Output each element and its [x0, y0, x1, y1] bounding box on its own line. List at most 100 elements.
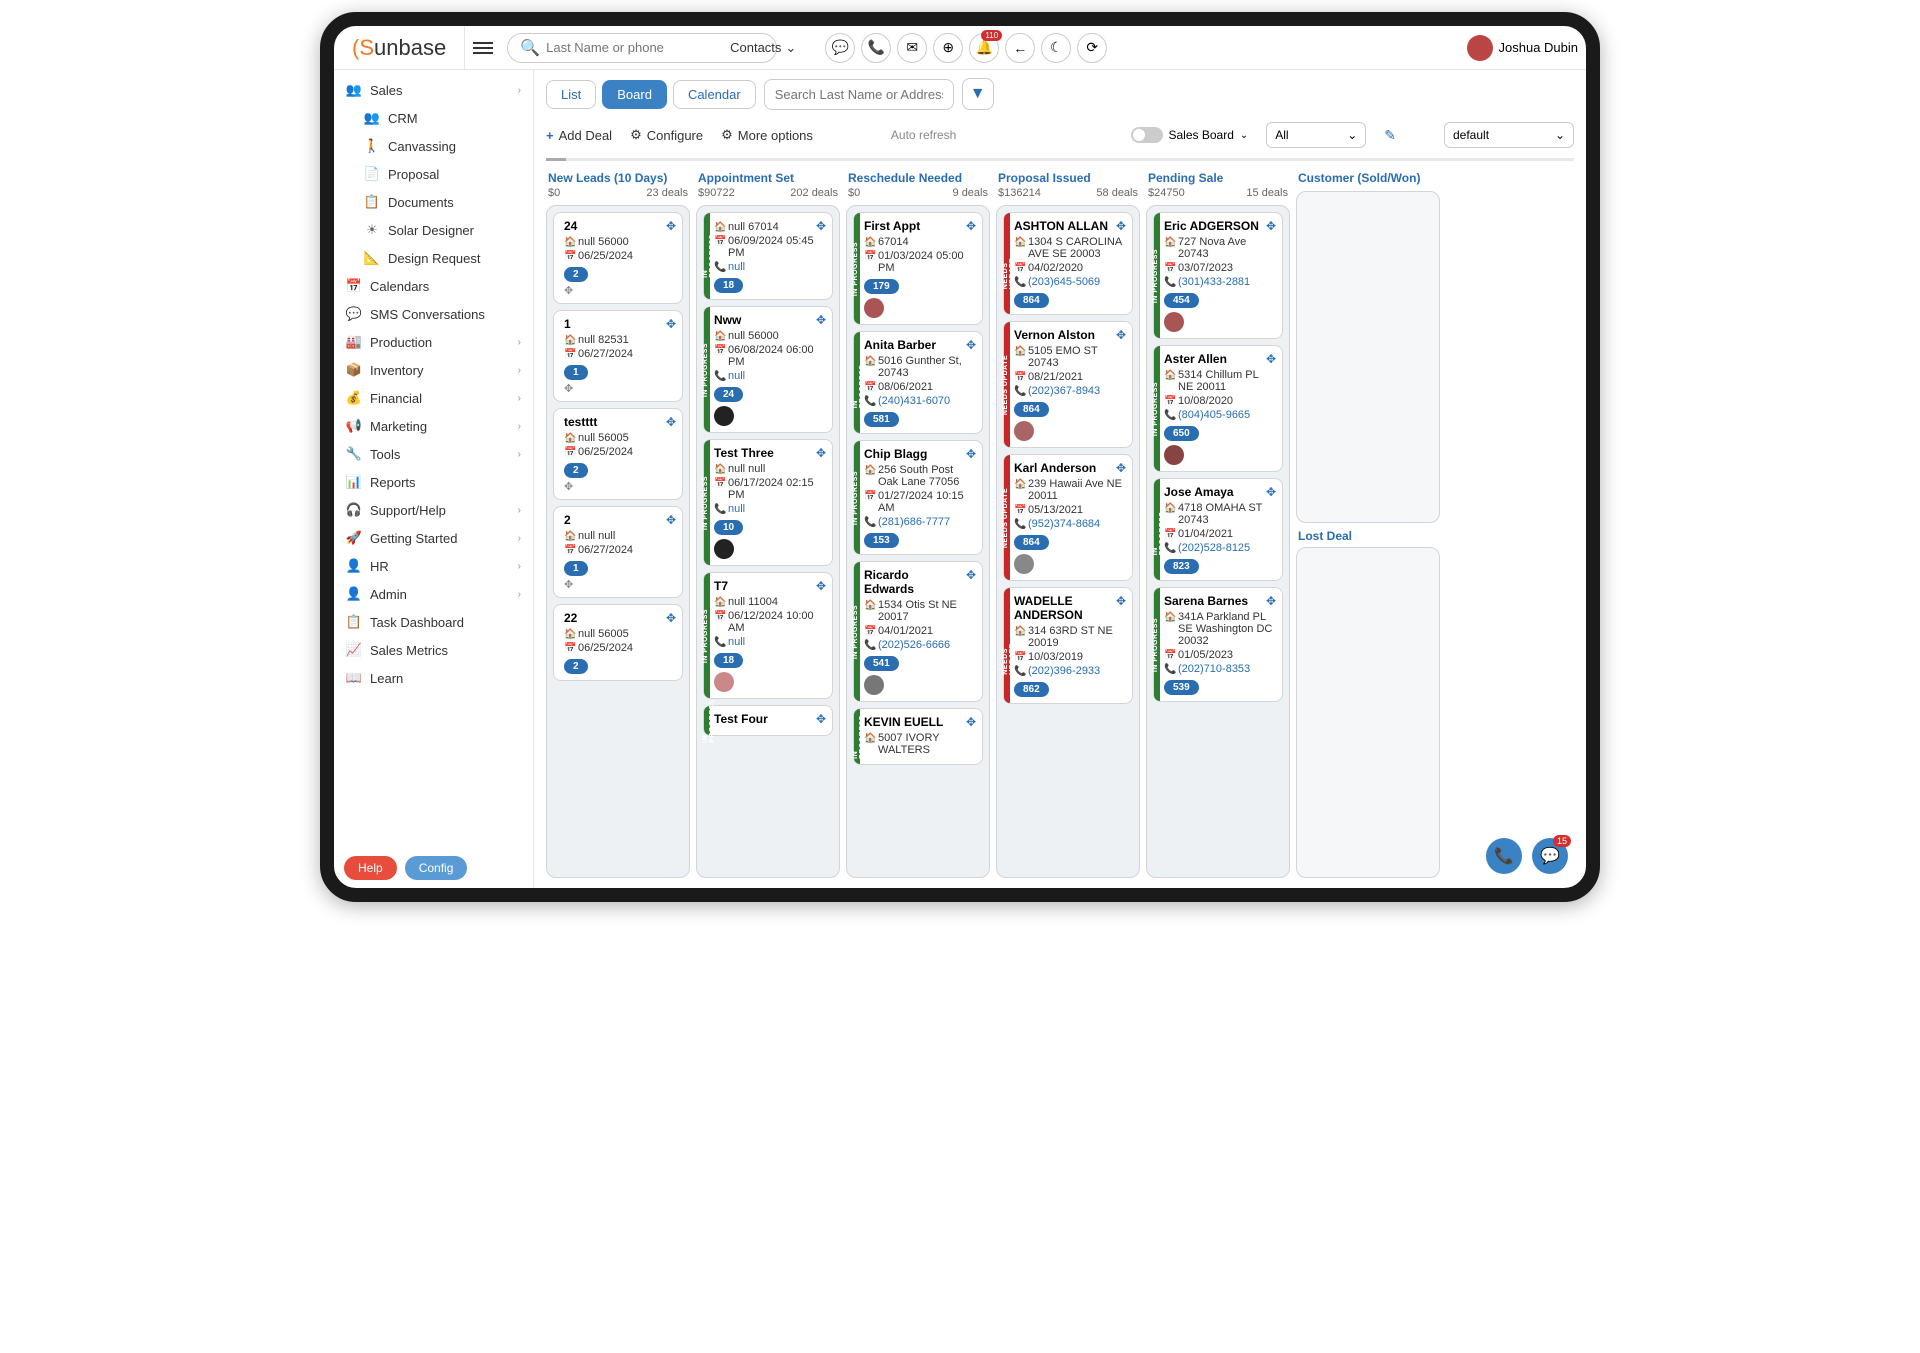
- search-type-dropdown[interactable]: Contacts ⌄: [730, 40, 796, 56]
- deal-card[interactable]: IN PROGRESS✥Test Four: [703, 705, 833, 736]
- add-deal-button[interactable]: +Add Deal: [546, 128, 612, 143]
- message-icon[interactable]: 💬: [825, 33, 855, 63]
- deal-card[interactable]: IN PROGRESS✥First Appt🏠67014📅01/03/2024 …: [853, 212, 983, 325]
- refresh-icon[interactable]: ⟳: [1077, 33, 1107, 63]
- view-tab-list[interactable]: List: [546, 80, 596, 109]
- deal-card[interactable]: IN PROGRESS✥Eric ADGERSON🏠727 Nova Ave 2…: [1153, 212, 1283, 339]
- deal-card[interactable]: IN PROGRESS✥Ricardo Edwards🏠1534 Otis St…: [853, 561, 983, 702]
- nav-getting-started[interactable]: 🚀Getting Started›: [334, 524, 533, 552]
- deal-card[interactable]: IN PROGRESS✥Jose Amaya🏠4718 OMAHA ST 207…: [1153, 478, 1283, 581]
- move-icon[interactable]: ✥: [564, 578, 676, 591]
- drag-icon[interactable]: ✥: [1266, 352, 1276, 366]
- deal-card[interactable]: NEEDS UPDATE✥Karl Anderson🏠239 Hawaii Av…: [1003, 454, 1133, 581]
- phone-icon[interactable]: 📞: [861, 33, 891, 63]
- drag-icon[interactable]: ✥: [666, 611, 676, 625]
- move-icon[interactable]: ✥: [564, 382, 676, 395]
- drag-icon[interactable]: ✥: [1116, 219, 1126, 233]
- drag-icon[interactable]: ✥: [666, 513, 676, 527]
- deal-card[interactable]: IN PROGRESS✥Sarena Barnes🏠341A Parkland …: [1153, 587, 1283, 702]
- view-tab-calendar[interactable]: Calendar: [673, 80, 756, 109]
- deal-card[interactable]: NEEDS UPDATE✥WADELLE ANDERSON🏠314 63RD S…: [1003, 587, 1133, 704]
- nav-reports[interactable]: 📊Reports: [334, 468, 533, 496]
- drag-icon[interactable]: ✥: [966, 338, 976, 352]
- drag-icon[interactable]: ✥: [966, 219, 976, 233]
- search-input[interactable]: [546, 40, 722, 55]
- bell-icon[interactable]: 🔔110: [969, 33, 999, 63]
- nav-support-help[interactable]: 🎧Support/Help›: [334, 496, 533, 524]
- help-button[interactable]: Help: [344, 856, 397, 880]
- drag-icon[interactable]: ✥: [816, 712, 826, 726]
- move-icon[interactable]: ✥: [564, 284, 676, 297]
- deal-card[interactable]: IN PROGRESS✥Aster Allen🏠5314 Chillum PL …: [1153, 345, 1283, 472]
- drag-icon[interactable]: ✥: [1116, 594, 1126, 608]
- drag-icon[interactable]: ✥: [816, 313, 826, 327]
- deal-card[interactable]: IN PROGRESS✥Test Three🏠null null📅06/17/2…: [703, 439, 833, 566]
- drag-icon[interactable]: ✥: [1266, 485, 1276, 499]
- drag-icon[interactable]: ✥: [1266, 594, 1276, 608]
- column-dropzone[interactable]: [1296, 547, 1440, 879]
- drag-icon[interactable]: ✥: [816, 219, 826, 233]
- column-dropzone[interactable]: [1296, 191, 1440, 523]
- deal-card[interactable]: IN PROGRESS✥Chip Blagg🏠256 South Post Oa…: [853, 440, 983, 555]
- nav-sms-conversations[interactable]: 💬SMS Conversations: [334, 300, 533, 328]
- config-button[interactable]: Config: [405, 856, 468, 880]
- drag-icon[interactable]: ✥: [816, 579, 826, 593]
- configure-button[interactable]: ⚙Configure: [630, 127, 703, 143]
- nav-sub-solar-designer[interactable]: ☀Solar Designer: [334, 216, 533, 244]
- deal-card[interactable]: ✥22🏠null 56005📅06/25/20242: [553, 604, 683, 681]
- deal-card[interactable]: ✥testttt🏠null 56005📅06/25/20242✥: [553, 408, 683, 500]
- add-icon[interactable]: ⊕: [933, 33, 963, 63]
- mail-icon[interactable]: ✉: [897, 33, 927, 63]
- nav-production[interactable]: 🏭Production›: [334, 328, 533, 356]
- nav-sub-documents[interactable]: 📋Documents: [334, 188, 533, 216]
- nav-sub-crm[interactable]: 👥CRM: [334, 104, 533, 132]
- deal-card[interactable]: IN PROGRESS✥KEVIN EUELL🏠5007 IVORY WALTE…: [853, 708, 983, 765]
- deal-card[interactable]: ✥24🏠null 56000📅06/25/20242✥: [553, 212, 683, 304]
- deal-card[interactable]: IN PROGRESS✥Nww🏠null 56000📅06/08/2024 06…: [703, 306, 833, 433]
- more-options-button[interactable]: ⚙More options: [721, 127, 813, 143]
- edit-icon[interactable]: ✎: [1384, 127, 1396, 144]
- deal-card[interactable]: ✥1🏠null 82531📅06/27/20241✥: [553, 310, 683, 402]
- drag-icon[interactable]: ✥: [966, 447, 976, 461]
- nav-sub-canvassing[interactable]: 🚶Canvassing: [334, 132, 533, 160]
- address-search-input[interactable]: [764, 79, 954, 110]
- user-menu[interactable]: Joshua Dubin: [1467, 35, 1579, 61]
- preset-dropdown[interactable]: default⌄: [1444, 122, 1574, 148]
- filter-dropdown[interactable]: All⌄: [1266, 122, 1366, 148]
- drag-icon[interactable]: ✥: [666, 317, 676, 331]
- move-icon[interactable]: ✥: [564, 480, 676, 493]
- nav-calendars[interactable]: 📅Calendars: [334, 272, 533, 300]
- filter-icon[interactable]: ▼: [962, 78, 994, 110]
- menu-toggle-icon[interactable]: [473, 39, 493, 57]
- nav-inventory[interactable]: 📦Inventory›: [334, 356, 533, 384]
- nav-learn[interactable]: 📖Learn: [334, 664, 533, 692]
- drag-icon[interactable]: ✥: [1266, 219, 1276, 233]
- deal-card[interactable]: NEEDS UPDATE✥ASHTON ALLAN🏠1304 S CAROLIN…: [1003, 212, 1133, 315]
- fab-phone-icon[interactable]: 📞: [1486, 838, 1522, 874]
- deal-card[interactable]: IN PROGRESS✥Anita Barber🏠5016 Gunther St…: [853, 331, 983, 434]
- nav-sales-metrics[interactable]: 📈Sales Metrics: [334, 636, 533, 664]
- column-body[interactable]: NEEDS UPDATE✥ASHTON ALLAN🏠1304 S CAROLIN…: [996, 205, 1140, 878]
- deal-card[interactable]: IN PROGRESS✥🏠null 67014📅06/09/2024 05:45…: [703, 212, 833, 300]
- drag-icon[interactable]: ✥: [666, 415, 676, 429]
- moon-icon[interactable]: ☾: [1041, 33, 1071, 63]
- drag-icon[interactable]: ✥: [1116, 461, 1126, 475]
- nav-sales[interactable]: 👥Sales›: [334, 76, 533, 104]
- drag-icon[interactable]: ✥: [966, 568, 976, 582]
- drag-icon[interactable]: ✥: [666, 219, 676, 233]
- column-body[interactable]: IN PROGRESS✥Eric ADGERSON🏠727 Nova Ave 2…: [1146, 205, 1290, 878]
- drag-icon[interactable]: ✥: [966, 715, 976, 729]
- column-body[interactable]: IN PROGRESS✥🏠null 67014📅06/09/2024 05:45…: [696, 205, 840, 878]
- nav-financial[interactable]: 💰Financial›: [334, 384, 533, 412]
- back-icon[interactable]: ←: [1005, 33, 1035, 63]
- drag-icon[interactable]: ✥: [816, 446, 826, 460]
- deal-card[interactable]: IN PROGRESS✥T7🏠null 11004📅06/12/2024 10:…: [703, 572, 833, 699]
- nav-hr[interactable]: 👤HR›: [334, 552, 533, 580]
- deal-card[interactable]: NEEDS UPDATE✥Vernon Alston🏠5105 EMO ST 2…: [1003, 321, 1133, 448]
- drag-icon[interactable]: ✥: [1116, 328, 1126, 342]
- nav-admin[interactable]: 👤Admin›: [334, 580, 533, 608]
- board-toggle[interactable]: [1131, 127, 1163, 143]
- deal-card[interactable]: ✥2🏠null null📅06/27/20241✥: [553, 506, 683, 598]
- fab-chat-icon[interactable]: 💬15: [1532, 838, 1568, 874]
- global-search[interactable]: 🔍 Contacts ⌄: [507, 33, 777, 63]
